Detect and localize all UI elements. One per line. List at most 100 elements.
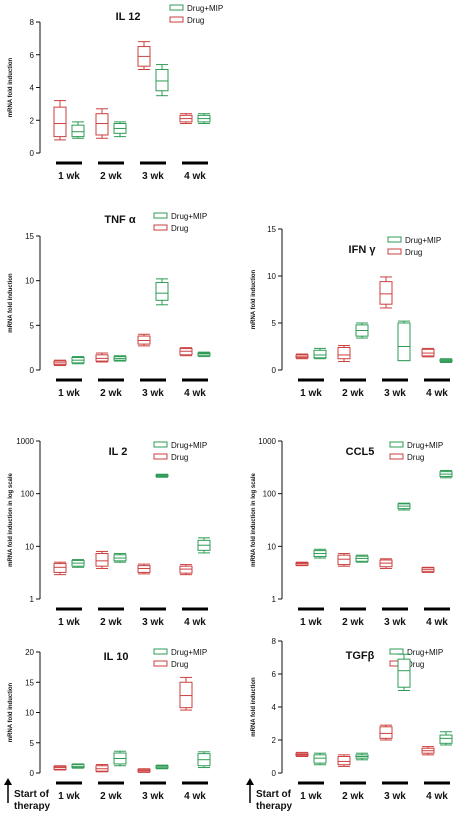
legend-swatch: [153, 212, 168, 219]
legend-swatch: [169, 4, 184, 11]
y-tick-label: 1000: [16, 437, 34, 446]
y-axis-label: mRNA fold induction: [8, 57, 14, 117]
y-axis-label: mRNA fold induction: [251, 677, 257, 737]
y-tick-label: 100: [263, 490, 277, 499]
box-drug: [337, 554, 351, 566]
chart-title: IL 12: [116, 11, 141, 23]
box-drug_mip: [71, 124, 85, 138]
box-drug_mip: [313, 754, 327, 764]
legend-swatch: [153, 660, 168, 667]
y-tick-label: 6: [30, 51, 35, 60]
x-category-label: 1 wk: [58, 171, 80, 182]
legend-swatch: [389, 441, 404, 448]
y-tick-label: 5: [272, 319, 277, 328]
box-drug_mip: [397, 658, 411, 688]
box-drug: [337, 346, 351, 360]
legend-swatch: [389, 453, 404, 460]
chart-title: CCL5: [346, 446, 375, 458]
y-axis-label: mRNA fold induction: [8, 273, 14, 333]
legend-label: Drug: [187, 16, 204, 25]
box-drug_mip: [155, 281, 169, 301]
y-axis-label: mRNA fold induction: [251, 269, 257, 329]
legend-label: Drug+MIP: [405, 236, 441, 245]
box-drug: [53, 106, 67, 138]
x-category-label: 3 wk: [384, 617, 406, 628]
x-category-label: 4 wk: [426, 388, 448, 399]
x-category-label: 3 wk: [142, 388, 164, 399]
box-drug_mip: [155, 68, 169, 92]
y-tick-label: 10: [25, 542, 34, 551]
y-tick-label: 5: [30, 321, 35, 330]
legend-label: Drug: [171, 453, 188, 462]
chart-title: IFN γ: [349, 244, 377, 256]
y-tick-label: 5: [30, 739, 35, 748]
box-drug: [179, 565, 193, 574]
x-category-label: 3 wk: [142, 791, 164, 802]
y-tick-label: 4: [272, 703, 277, 712]
x-category-label: 1 wk: [58, 791, 80, 802]
legend-swatch: [389, 648, 404, 655]
start-label-line2: therapy: [14, 801, 51, 812]
x-category-label: 4 wk: [184, 791, 206, 802]
y-tick-label: 15: [25, 678, 34, 687]
y-axis-label: mRNA fold induction in log scale: [8, 472, 14, 566]
y-tick-label: 8: [30, 18, 35, 27]
start-label-line1: Start of: [256, 789, 292, 800]
box-drug: [179, 681, 193, 709]
legend-swatch: [387, 248, 402, 255]
x-category-label: 1 wk: [58, 617, 80, 628]
box-drug: [95, 113, 109, 136]
y-tick-label: 0: [30, 769, 35, 778]
chart-panel-il2: IL 2 1 10 100 1000 mRNA fold induction in log…: [8, 437, 211, 628]
start-arrow-head: [4, 778, 12, 785]
start-label-line2: therapy: [256, 801, 293, 812]
x-category-label: 3 wk: [384, 791, 406, 802]
box-drug_mip: [313, 349, 327, 359]
y-tick-label: 0: [272, 769, 277, 778]
legend-label: Drug+MIP: [407, 441, 443, 450]
y-tick-label: 2: [30, 116, 35, 125]
x-category-label: 2 wk: [342, 388, 364, 399]
y-tick-label: 15: [267, 225, 276, 234]
y-tick-label: 20: [25, 648, 34, 657]
y-tick-label: 1: [30, 595, 35, 604]
chart-panel-ifn: IFN γ 0 5 10 15 mRNA fold induction Drug+MIP Dr…: [251, 225, 453, 399]
y-axis-label: mRNA fold induction in log scale: [251, 472, 257, 566]
legend-swatch: [387, 236, 402, 243]
x-category-label: 2 wk: [342, 791, 364, 802]
legend-label: Drug: [405, 248, 422, 257]
legend-label: Drug: [407, 453, 424, 462]
legend-label: Drug+MIP: [171, 648, 207, 657]
x-category-label: 2 wk: [100, 791, 122, 802]
x-category-label: 2 wk: [100, 617, 122, 628]
x-category-label: 3 wk: [142, 171, 164, 182]
legend-swatch: [153, 224, 168, 231]
chart-panel-il12: IL 12 0 2 4 6 8 mRNA fold induction Drug+MIP Dru…: [8, 4, 223, 182]
x-category-label: 4 wk: [184, 171, 206, 182]
box-drug: [53, 563, 67, 573]
y-tick-label: 10: [25, 709, 34, 718]
chart-panel-tgfb: TGFβ 0 2 4 6 8 mRNA fold induction Drug+MIP Drug…: [246, 637, 453, 812]
x-category-label: 2 wk: [100, 388, 122, 399]
chart-title: TNF α: [104, 214, 135, 226]
x-category-label: 1 wk: [58, 388, 80, 399]
y-tick-label: 10: [267, 272, 276, 281]
y-tick-label: 8: [272, 637, 277, 646]
start-label-line1: Start of: [14, 789, 50, 800]
x-category-label: 4 wk: [426, 791, 448, 802]
y-tick-label: 100: [21, 490, 35, 499]
y-tick-label: 6: [272, 670, 277, 679]
x-category-label: 1 wk: [300, 791, 322, 802]
y-tick-label: 10: [267, 542, 276, 551]
x-category-label: 4 wk: [426, 617, 448, 628]
y-tick-label: 0: [30, 366, 35, 375]
legend-swatch: [153, 453, 168, 460]
box-drug_mip: [439, 734, 453, 744]
y-axis-label: mRNA fold induction: [8, 682, 14, 742]
legend-label: Drug+MIP: [171, 441, 207, 450]
x-category-label: 4 wk: [184, 617, 206, 628]
y-tick-label: 10: [25, 277, 34, 286]
x-category-label: 4 wk: [184, 388, 206, 399]
y-tick-label: 15: [25, 232, 34, 241]
